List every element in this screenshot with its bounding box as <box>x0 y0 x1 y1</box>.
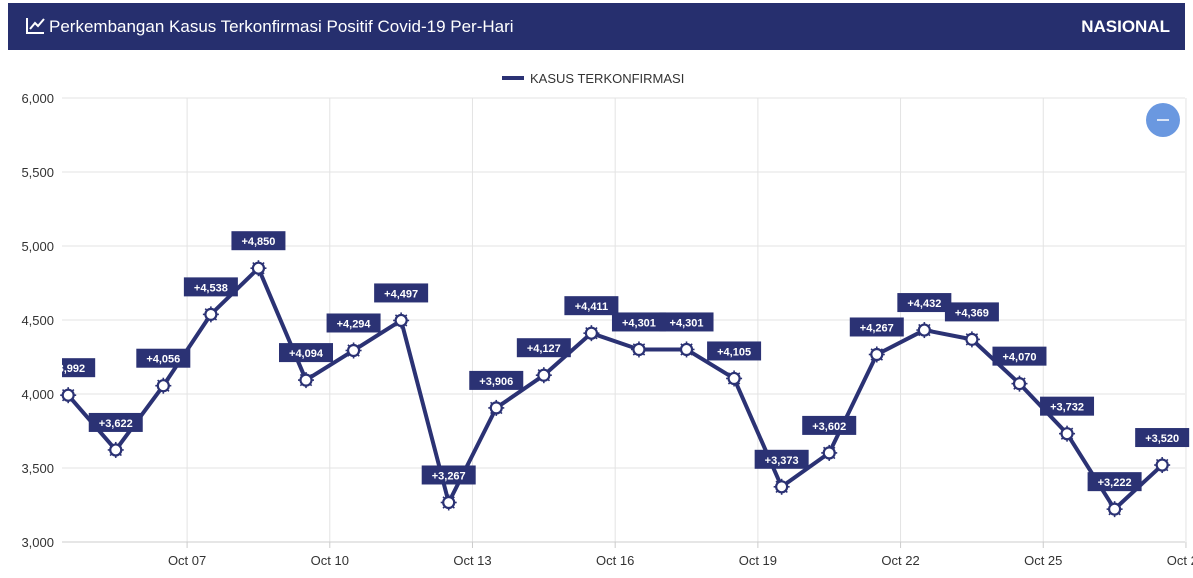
data-label-box <box>992 346 1047 366</box>
y-tick-label: 5,500 <box>21 165 54 180</box>
data-label-box <box>62 358 96 378</box>
x-tick-label: Oct 28 <box>1167 553 1193 568</box>
point-marker <box>630 341 647 358</box>
data-label: +4,497 <box>384 288 418 300</box>
data-label: +3,906 <box>479 376 513 388</box>
data-label: +4,432 <box>907 298 941 310</box>
data-label-box <box>611 312 666 332</box>
header-title: Perkembangan Kasus Terkonfirmasi Positif… <box>49 17 514 36</box>
data-label-box <box>659 312 714 332</box>
chart-icon <box>26 18 45 34</box>
data-label: +4,301 <box>622 317 656 329</box>
data-label: +4,105 <box>717 346 751 358</box>
data-label: +4,094 <box>289 348 324 360</box>
header-region: NASIONAL <box>1081 17 1170 36</box>
point-marker <box>1106 501 1123 518</box>
data-label: +3,732 <box>1050 402 1084 414</box>
data-label-box <box>516 338 571 358</box>
point-marker <box>726 370 743 387</box>
data-label-box <box>707 341 762 361</box>
y-tick-label: 6,000 <box>21 91 54 106</box>
data-label: +4,070 <box>1002 352 1036 364</box>
y-tick-label: 3,000 <box>21 535 54 550</box>
line-series <box>66 266 1164 512</box>
y-tick-label: 5,000 <box>21 239 54 254</box>
point-marker <box>1011 375 1028 392</box>
x-tick-label: Oct 22 <box>881 553 919 568</box>
data-label-box <box>279 343 334 363</box>
data-label-box <box>564 296 619 316</box>
point-marker <box>583 325 600 342</box>
data-label-box <box>1040 396 1095 416</box>
point-marker <box>250 260 267 277</box>
data-label: +3,622 <box>99 418 133 430</box>
data-label: +4,294 <box>337 318 372 330</box>
x-tick-label: Oct 10 <box>311 553 349 568</box>
y-tick-label: 3,500 <box>21 461 54 476</box>
point-marker <box>773 478 790 495</box>
point-marker <box>1059 425 1076 442</box>
data-label: +4,056 <box>146 354 180 366</box>
point-marker <box>678 341 695 358</box>
point-marker <box>202 306 219 323</box>
data-label-box <box>1135 428 1190 448</box>
data-label-box <box>802 415 857 435</box>
data-label: +4,267 <box>860 322 894 334</box>
point-marker <box>440 494 457 511</box>
point-marker <box>868 346 885 363</box>
data-label-box <box>421 465 476 485</box>
point-marker <box>821 444 838 461</box>
data-label-box <box>469 370 524 390</box>
data-label-box <box>136 348 191 368</box>
data-label: +4,850 <box>241 236 275 248</box>
data-label-box <box>88 412 143 432</box>
data-label: +3,992 <box>51 363 85 375</box>
data-label: +4,538 <box>194 282 228 294</box>
point-marker <box>60 387 77 404</box>
x-tick-label: Oct 07 <box>168 553 206 568</box>
y-tick-label: 4,500 <box>21 313 54 328</box>
data-label-box <box>944 302 999 322</box>
data-label: +3,373 <box>765 455 799 467</box>
data-label-box <box>897 293 952 313</box>
data-label-box <box>754 449 809 469</box>
point-marker <box>963 331 980 348</box>
point-marker <box>155 377 172 394</box>
data-label: +4,411 <box>575 301 608 313</box>
data-label: +3,267 <box>432 470 466 482</box>
data-label-box <box>374 283 429 303</box>
point-marker <box>1154 457 1171 474</box>
data-label: +3,520 <box>1145 433 1179 445</box>
point-marker <box>345 342 362 359</box>
y-tick-label: 4,000 <box>21 387 54 402</box>
point-marker <box>298 372 315 389</box>
data-label: +4,369 <box>955 307 989 319</box>
legend-label: KASUS TERKONFIRMASI <box>530 71 684 86</box>
point-marker <box>535 367 552 384</box>
data-label-box <box>849 317 904 337</box>
x-tick-label: Oct 13 <box>453 553 491 568</box>
x-tick-label: Oct 19 <box>739 553 777 568</box>
data-label-box <box>231 231 286 251</box>
data-label: +4,127 <box>527 343 561 355</box>
point-marker <box>916 322 933 339</box>
point-marker <box>107 441 124 458</box>
x-tick-label: Oct 16 <box>596 553 634 568</box>
header-bar <box>8 3 1185 50</box>
point-marker <box>488 399 505 416</box>
data-label-box <box>1087 472 1142 492</box>
data-label-box <box>326 313 381 333</box>
x-tick-label: Oct 25 <box>1024 553 1062 568</box>
point-marker <box>393 312 410 329</box>
data-label-box <box>183 277 238 297</box>
data-label: +3,222 <box>1098 477 1132 489</box>
zoom-button[interactable] <box>1146 103 1180 137</box>
data-label: +3,602 <box>812 421 846 433</box>
data-label: +4,301 <box>670 317 704 329</box>
